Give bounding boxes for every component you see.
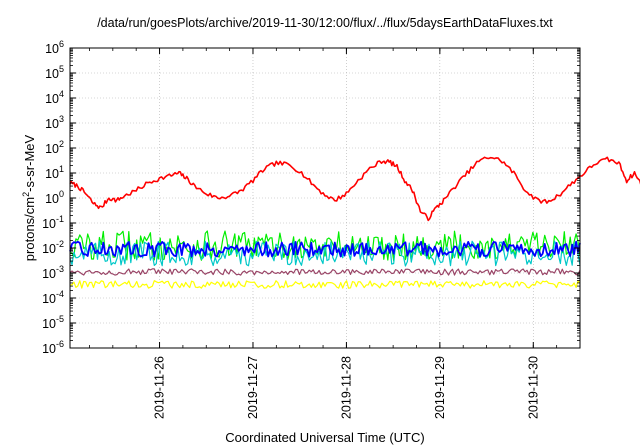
x-tick-labels: 2019-11-26 2019-11-27 2019-11-28 2019-11-29…	[153, 356, 541, 419]
x-tick-label: 2019-11-27	[246, 356, 260, 419]
y-tick-label: 10-4	[42, 289, 64, 306]
y-axis-label: protons/cm2-s-sr-MeV	[21, 135, 37, 261]
series-line-3	[69, 240, 581, 258]
y-tick-label: 100	[45, 189, 64, 206]
axis-ticks	[70, 47, 581, 349]
y-tick-label: 10-6	[42, 339, 64, 356]
series-line-2	[69, 240, 581, 267]
y-tick-label: 10-2	[42, 239, 64, 256]
chart-title: /data/run/goesPlots/archive/2019-11-30/1…	[97, 16, 553, 30]
x-tick-label: 2019-11-29	[433, 356, 447, 419]
x-tick-label: 2019-11-28	[339, 356, 353, 419]
grid-lines	[70, 48, 580, 348]
y-tick-label: 104	[45, 89, 64, 106]
data-series	[69, 156, 640, 289]
y-tick-label: 101	[45, 164, 64, 181]
series-line-5	[69, 280, 581, 289]
series-line-4	[69, 268, 581, 276]
y-tick-label: 10-1	[42, 214, 64, 231]
y-tick-label: 106	[45, 39, 64, 56]
y-tick-label: 10-3	[42, 264, 64, 281]
x-tick-label: 2019-11-26	[153, 356, 167, 419]
y-axis-label-base: protons/cm	[22, 196, 38, 262]
y-tick-label: 102	[45, 139, 64, 156]
y-axis-label-rest: -s-sr-MeV	[22, 134, 38, 192]
x-axis-label: Coordinated Universal Time (UTC)	[225, 430, 425, 445]
x-tick-label: 2019-11-30	[526, 356, 540, 419]
y-tick-labels: 10-6 10-5 10-4 10-3 10-2 10-1 100 101 102 103 104 1…	[42, 39, 64, 356]
y-tick-label: 10-5	[42, 314, 64, 331]
y-tick-label: 103	[45, 114, 64, 131]
y-axis-label-sup: 2	[20, 191, 31, 197]
y-tick-label: 105	[45, 64, 64, 81]
series-line-0	[69, 156, 640, 222]
